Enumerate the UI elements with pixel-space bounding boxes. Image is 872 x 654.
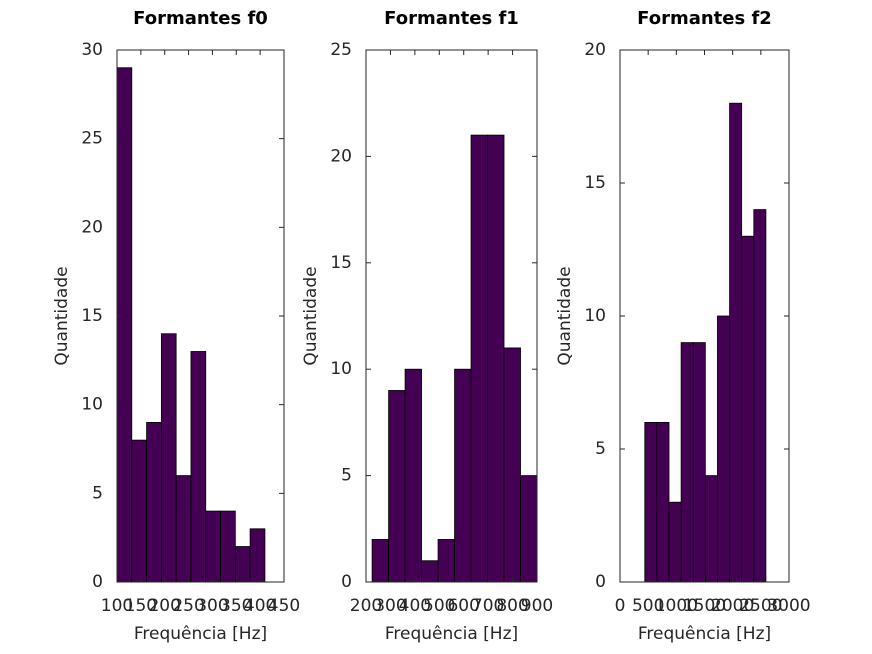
x-tick-label: 400 bbox=[399, 596, 431, 616]
y-tick-label: 25 bbox=[81, 129, 103, 149]
bar bbox=[656, 421, 670, 583]
bar bbox=[404, 368, 422, 583]
x-tick-label: 300 bbox=[374, 596, 406, 616]
y-tick-label: 10 bbox=[81, 395, 103, 415]
chart-title: Formantes f1 bbox=[384, 8, 519, 29]
x-tick-label: 2500 bbox=[739, 596, 782, 616]
y-tick-label: 10 bbox=[584, 306, 606, 326]
y-tick-label: 5 bbox=[92, 483, 103, 503]
x-tick-label: 300 bbox=[196, 596, 228, 616]
y-tick-label: 10 bbox=[330, 359, 352, 379]
chart-title: Formantes f0 bbox=[133, 8, 268, 29]
x-tick-label: 1500 bbox=[683, 596, 726, 616]
bar bbox=[729, 102, 743, 583]
x-tick-label: 100 bbox=[101, 596, 133, 616]
x-tick-label: 450 bbox=[268, 596, 300, 616]
bar bbox=[668, 501, 682, 583]
bar bbox=[421, 560, 439, 583]
bar bbox=[741, 235, 755, 583]
y-axis-label: Quantidade bbox=[52, 266, 72, 365]
y-tick-label: 15 bbox=[584, 173, 606, 193]
x-tick-label: 500 bbox=[632, 596, 664, 616]
y-tick-label: 0 bbox=[92, 572, 103, 592]
x-axis-label: Frequência [Hz] bbox=[134, 624, 267, 644]
bar bbox=[220, 510, 236, 583]
bar bbox=[520, 475, 538, 583]
bar bbox=[234, 546, 251, 583]
chart-title: Formantes f2 bbox=[637, 8, 772, 29]
x-tick-label: 0 bbox=[615, 596, 626, 616]
y-axis-label: Quantidade bbox=[555, 266, 575, 365]
x-tick-label: 500 bbox=[423, 596, 455, 616]
bar bbox=[503, 347, 521, 583]
bar bbox=[160, 333, 177, 583]
y-tick-label: 15 bbox=[81, 306, 103, 326]
bar bbox=[371, 539, 389, 583]
bar bbox=[388, 390, 406, 583]
bar bbox=[249, 528, 266, 583]
x-tick-label: 3000 bbox=[767, 596, 810, 616]
y-tick-label: 20 bbox=[584, 40, 606, 60]
bar bbox=[704, 475, 718, 583]
y-tick-label: 0 bbox=[595, 572, 606, 592]
x-tick-label: 200 bbox=[148, 596, 180, 616]
y-tick-label: 25 bbox=[330, 40, 352, 60]
bar bbox=[644, 421, 658, 583]
y-tick-label: 30 bbox=[81, 40, 103, 60]
axes-box bbox=[365, 49, 538, 583]
y-tick-label: 20 bbox=[330, 146, 352, 166]
x-tick-label: 400 bbox=[244, 596, 276, 616]
bar bbox=[175, 475, 192, 583]
x-tick-label: 600 bbox=[447, 596, 479, 616]
bar bbox=[717, 315, 730, 583]
x-tick-label: 350 bbox=[220, 596, 252, 616]
y-axis-label: Quantidade bbox=[301, 266, 321, 365]
x-tick-label: 250 bbox=[172, 596, 204, 616]
x-tick-label: 2000 bbox=[711, 596, 754, 616]
x-tick-label: 200 bbox=[350, 596, 382, 616]
bar bbox=[116, 67, 133, 583]
y-tick-label: 20 bbox=[81, 217, 103, 237]
x-axis-label: Frequência [Hz] bbox=[638, 624, 771, 644]
bar bbox=[470, 134, 488, 583]
bar bbox=[487, 134, 505, 583]
bar bbox=[131, 439, 147, 583]
y-tick-label: 5 bbox=[341, 466, 352, 486]
x-tick-label: 150 bbox=[125, 596, 157, 616]
bar bbox=[146, 421, 162, 583]
bar bbox=[680, 342, 694, 583]
x-axis-label: Frequência [Hz] bbox=[385, 624, 518, 644]
x-tick-label: 900 bbox=[521, 596, 553, 616]
y-tick-label: 5 bbox=[595, 439, 606, 459]
bar bbox=[454, 368, 472, 583]
y-tick-label: 0 bbox=[341, 572, 352, 592]
bar bbox=[190, 351, 207, 583]
x-tick-label: 700 bbox=[472, 596, 504, 616]
x-tick-label: 800 bbox=[496, 596, 528, 616]
bar bbox=[753, 209, 767, 583]
bar bbox=[205, 510, 221, 583]
x-tick-label: 1000 bbox=[655, 596, 698, 616]
bar bbox=[692, 342, 706, 583]
bar bbox=[437, 539, 455, 583]
y-tick-label: 15 bbox=[330, 253, 352, 273]
